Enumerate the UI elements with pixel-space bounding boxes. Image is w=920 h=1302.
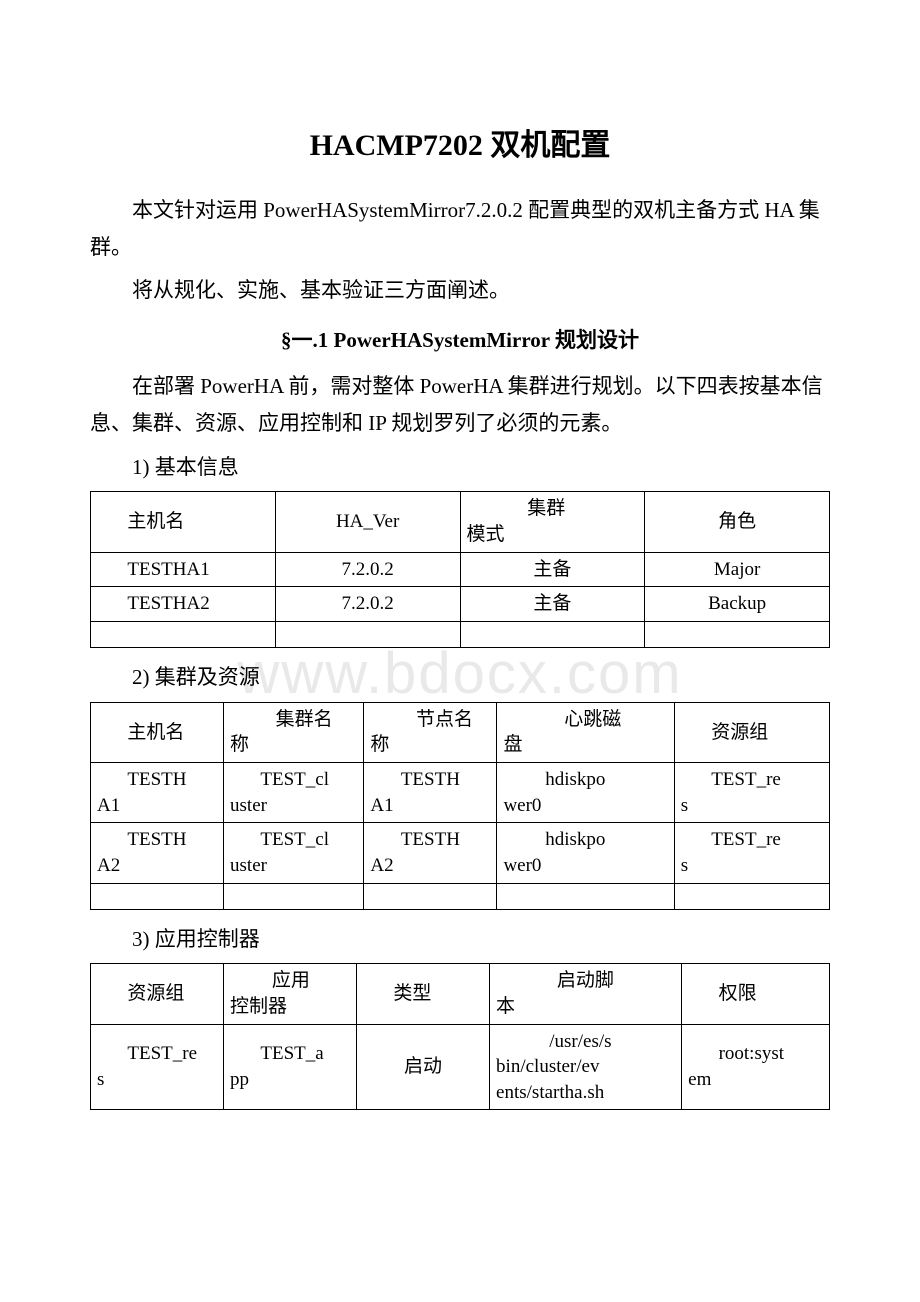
- cell: root:system: [682, 1024, 830, 1110]
- l2: 本: [496, 994, 675, 1020]
- col-host: 主机名: [91, 702, 224, 762]
- table-header-row: 主机名 集群名 称 节点名 称 心跳磁 盘 资源组: [91, 702, 830, 762]
- cell: TESTHA2: [91, 823, 224, 883]
- intro-paragraph-1: 本文针对运用 PowerHASystemMirror7.2.0.2 配置典型的双…: [90, 192, 830, 266]
- cell: TEST_cluster: [224, 823, 364, 883]
- table-basic-info: 主机名 HA_Ver 集群 模式 角色 TESTHA1 7.2.0.2 主备 M…: [90, 491, 830, 648]
- col-mode-l2: 模式: [467, 522, 639, 548]
- cell: /usr/es/s bin/cluster/ev ents/startha.sh: [490, 1024, 682, 1110]
- cell: 7.2.0.2: [275, 587, 460, 622]
- col-perm: 权限: [682, 964, 830, 1024]
- cell: TEST_res: [674, 823, 829, 883]
- cell: hdiskpower0: [497, 762, 674, 822]
- cell: TEST_res: [674, 762, 829, 822]
- col-rg: 资源组: [674, 702, 829, 762]
- col-rg: 资源组: [91, 964, 224, 1024]
- col-mode: 集群 模式: [460, 492, 645, 552]
- table-row: TESTHA2 TEST_cluster TESTHA2 hdiskpower0…: [91, 823, 830, 883]
- cell: TEST_res: [91, 1024, 224, 1110]
- l1: 心跳磁: [503, 707, 667, 733]
- table-app-controller: 资源组 应用 控制器 类型 启动脚 本 权限 TEST_res TEST_app…: [90, 963, 830, 1110]
- cell: TESTHA1: [91, 762, 224, 822]
- col-node: 节点名 称: [364, 702, 497, 762]
- page-title: HACMP7202 双机配置: [90, 120, 830, 164]
- l1: 应用: [230, 968, 350, 994]
- cell: 主备: [460, 587, 645, 622]
- table-header-row: 主机名 HA_Ver 集群 模式 角色: [91, 492, 830, 552]
- col-heartbeat: 心跳磁 盘: [497, 702, 674, 762]
- col-mode-l1: 集群: [467, 496, 639, 522]
- section-intro: 在部署 PowerHA 前，需对整体 PowerHA 集群进行规划。以下四表按基…: [90, 368, 830, 442]
- section-heading: §一.1 PowerHASystemMirror 规划设计: [90, 324, 830, 354]
- table-row-empty: [91, 622, 830, 648]
- table-row: TESTHA1 TEST_cluster TESTHA1 hdiskpower0…: [91, 762, 830, 822]
- col-app: 应用 控制器: [224, 964, 357, 1024]
- l2: 称: [370, 732, 490, 758]
- l1: 节点名: [370, 707, 490, 733]
- cell: TEST_app: [224, 1024, 357, 1110]
- l2: 盘: [503, 732, 667, 758]
- table-row: TESTHA2 7.2.0.2 主备 Backup: [91, 587, 830, 622]
- cell: Major: [645, 552, 830, 587]
- table-row-empty: [91, 883, 830, 909]
- col-type: 类型: [357, 964, 490, 1024]
- intro-paragraph-2: 将从规化、实施、基本验证三方面阐述。: [90, 272, 830, 309]
- table3-caption: 3) 应用控制器: [90, 922, 830, 958]
- col-haver: HA_Ver: [275, 492, 460, 552]
- cell: hdiskpower0: [497, 823, 674, 883]
- cell: TESTHA2: [364, 823, 497, 883]
- page: HACMP7202 双机配置 本文针对运用 PowerHASystemMirro…: [0, 0, 920, 1182]
- col-cluster: 集群名 称: [224, 702, 364, 762]
- table-row: TESTHA1 7.2.0.2 主备 Major: [91, 552, 830, 587]
- cell: TESTHA2: [91, 587, 276, 622]
- cell: 7.2.0.2: [275, 552, 460, 587]
- table2-caption: 2) 集群及资源: [90, 660, 830, 696]
- l1: 集群名: [230, 707, 357, 733]
- cell: 主备: [460, 552, 645, 587]
- cell: TEST_cluster: [224, 762, 364, 822]
- col-script: 启动脚 本: [490, 964, 682, 1024]
- col-host: 主机名: [91, 492, 276, 552]
- l2: 称: [230, 732, 357, 758]
- cell: TESTHA1: [91, 552, 276, 587]
- col-role: 角色: [645, 492, 830, 552]
- l1: 启动脚: [496, 968, 675, 994]
- table1-caption: 1) 基本信息: [90, 450, 830, 486]
- cell: TESTHA1: [364, 762, 497, 822]
- cell: Backup: [645, 587, 830, 622]
- l2: 控制器: [230, 994, 350, 1020]
- table-cluster-resource: 主机名 集群名 称 节点名 称 心跳磁 盘 资源组 TESTHA1 TEST_c…: [90, 702, 830, 910]
- cell: 启动: [357, 1024, 490, 1110]
- table-header-row: 资源组 应用 控制器 类型 启动脚 本 权限: [91, 964, 830, 1024]
- table-row: TEST_res TEST_app 启动 /usr/es/s bin/clust…: [91, 1024, 830, 1110]
